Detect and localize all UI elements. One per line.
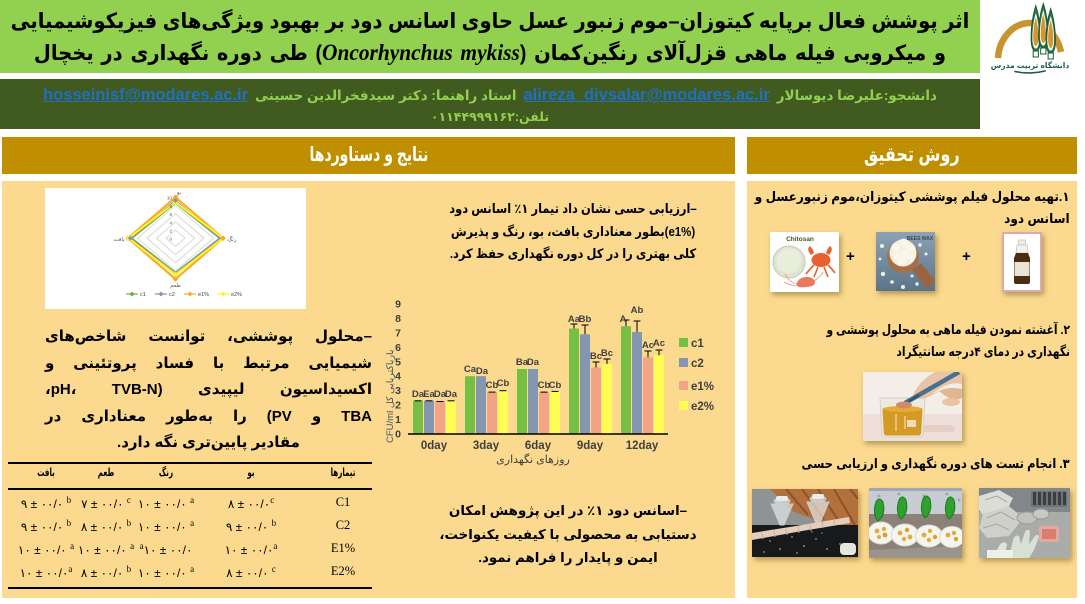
svg-text:BEES WAX: BEES WAX	[907, 236, 934, 242]
svg-text:بو: بو	[176, 190, 182, 196]
svg-text:Cb: Cb	[538, 380, 551, 391]
svg-text:9: 9	[395, 299, 401, 311]
svg-text:Da: Da	[412, 389, 425, 400]
svg-text:Bc: Bc	[601, 348, 613, 359]
svg-text:e1%: e1%	[691, 381, 714, 393]
svg-text:12day: 12day	[626, 440, 659, 452]
svg-text:Cb: Cb	[549, 380, 562, 391]
svg-text:c2: c2	[169, 292, 175, 298]
svg-text:8: 8	[395, 313, 401, 325]
svg-text:Cb: Cb	[497, 378, 510, 389]
svg-text:دانشگاه تربیت مدرس: دانشگاه تربیت مدرس	[991, 61, 1070, 70]
svg-text:Ac: Ac	[653, 338, 665, 349]
svg-text:4: 4	[169, 220, 172, 225]
svg-text:روزهای نگهداری: روزهای نگهداری	[496, 453, 570, 466]
svg-text:3day: 3day	[473, 440, 500, 452]
svg-text:c1: c1	[691, 338, 704, 350]
svg-text:2: 2	[395, 400, 401, 412]
svg-text:CFU/ml بارباکتریایی کل: CFU/ml بارباکتریایی کل	[385, 349, 396, 443]
svg-text:c2: c2	[691, 358, 704, 370]
svg-text:1: 1	[395, 414, 401, 426]
svg-text:Ba: Ba	[516, 357, 529, 368]
svg-text:Da: Da	[476, 366, 489, 377]
svg-text:0: 0	[169, 237, 172, 242]
svg-text:Cb: Cb	[486, 380, 499, 391]
svg-text:Chitosan: Chitosan	[786, 236, 814, 243]
svg-text:e2%: e2%	[691, 401, 714, 413]
svg-text:طعم: طعم	[170, 283, 181, 289]
svg-text:0day: 0day	[421, 440, 448, 452]
svg-text:c1: c1	[140, 292, 146, 298]
svg-text:Bb: Bb	[579, 314, 592, 325]
svg-text:7: 7	[395, 327, 401, 339]
svg-text:5: 5	[395, 356, 401, 368]
svg-text:بافت: بافت	[113, 237, 125, 243]
svg-text:e1%: e1%	[198, 292, 209, 298]
svg-text:6: 6	[395, 342, 401, 354]
svg-text:Da: Da	[445, 389, 458, 400]
svg-text:Da: Da	[527, 357, 540, 368]
svg-text:9day: 9day	[577, 440, 604, 452]
svg-text:Ab: Ab	[631, 305, 644, 316]
svg-text:Aa: Aa	[568, 314, 581, 325]
svg-text:3: 3	[395, 385, 401, 397]
svg-text:رنگ: رنگ	[227, 236, 236, 243]
svg-text:10: 10	[167, 196, 173, 201]
svg-text:6: 6	[169, 212, 172, 217]
svg-text:2: 2	[169, 229, 172, 234]
svg-text:Bc: Bc	[590, 351, 602, 362]
svg-text:A: A	[620, 314, 627, 325]
svg-text:0: 0	[395, 429, 401, 441]
svg-text:e2%: e2%	[231, 292, 242, 298]
svg-text:Ca: Ca	[464, 364, 477, 375]
svg-text:Da: Da	[434, 389, 447, 400]
svg-text:Ea: Ea	[423, 389, 435, 400]
svg-text:6day: 6day	[525, 440, 552, 452]
svg-text:8: 8	[169, 204, 172, 209]
svg-text:4: 4	[395, 371, 401, 383]
svg-text:Ac: Ac	[642, 340, 654, 351]
